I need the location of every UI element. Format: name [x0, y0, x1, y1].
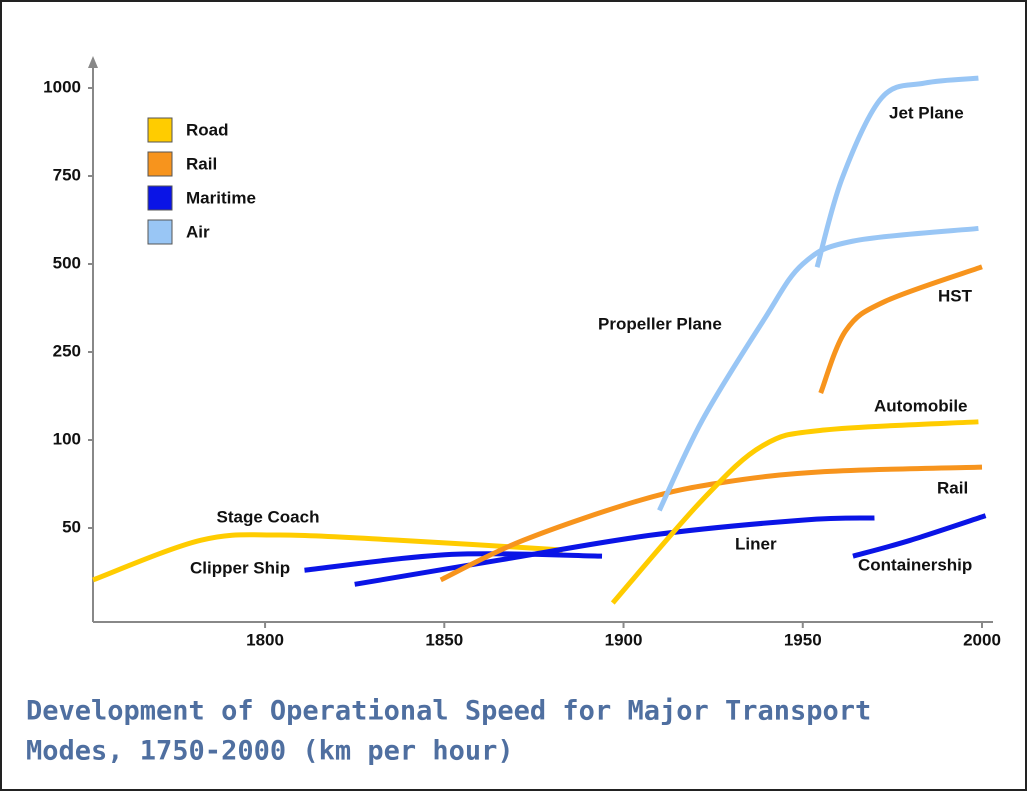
series-line: [818, 264, 983, 394]
series-label: Rail: [937, 478, 968, 497]
series-label: Propeller Plane: [598, 314, 722, 333]
y-tick-label: 500: [53, 253, 81, 272]
y-tick-label: 250: [53, 341, 81, 360]
y-tick-label: 1000: [43, 77, 81, 96]
legend-swatch: [147, 117, 173, 143]
series-line: [814, 75, 979, 268]
series-line: [304, 551, 603, 573]
series-line: [852, 513, 987, 559]
series-label: Clipper Ship: [190, 558, 290, 577]
series-label: Automobile: [874, 396, 968, 415]
series-label: Containership: [858, 555, 972, 574]
legend-label: Maritime: [186, 188, 256, 207]
x-tick-label: 1800: [246, 630, 284, 649]
x-tick-label: 1950: [784, 630, 822, 649]
y-axis-arrow: [88, 56, 98, 68]
series-line: [610, 419, 979, 605]
series-label: HST: [938, 286, 973, 305]
series-line: [354, 515, 875, 587]
series-line: [92, 532, 563, 583]
legend-label: Road: [186, 120, 229, 139]
y-tick-label: 100: [53, 429, 81, 448]
series-label: Liner: [735, 534, 777, 553]
series-line: [439, 464, 983, 583]
legend-swatch: [147, 219, 173, 245]
series-line: [657, 225, 979, 512]
series-label: Jet Plane: [889, 103, 964, 122]
x-tick-label: 1900: [605, 630, 643, 649]
legend-swatch: [147, 185, 173, 211]
y-tick-label: 50: [62, 517, 81, 536]
legend-swatch: [147, 151, 173, 177]
legend-label: Air: [186, 222, 210, 241]
x-tick-label: 1850: [425, 630, 463, 649]
chart-title: Modes, 1750-2000 (km per hour): [26, 736, 514, 767]
legend-label: Rail: [186, 154, 217, 173]
chart-title: Development of Operational Speed for Maj…: [26, 696, 871, 727]
y-tick-label: 750: [53, 165, 81, 184]
series-label: Stage Coach: [217, 507, 320, 526]
x-tick-label: 2000: [963, 630, 1001, 649]
